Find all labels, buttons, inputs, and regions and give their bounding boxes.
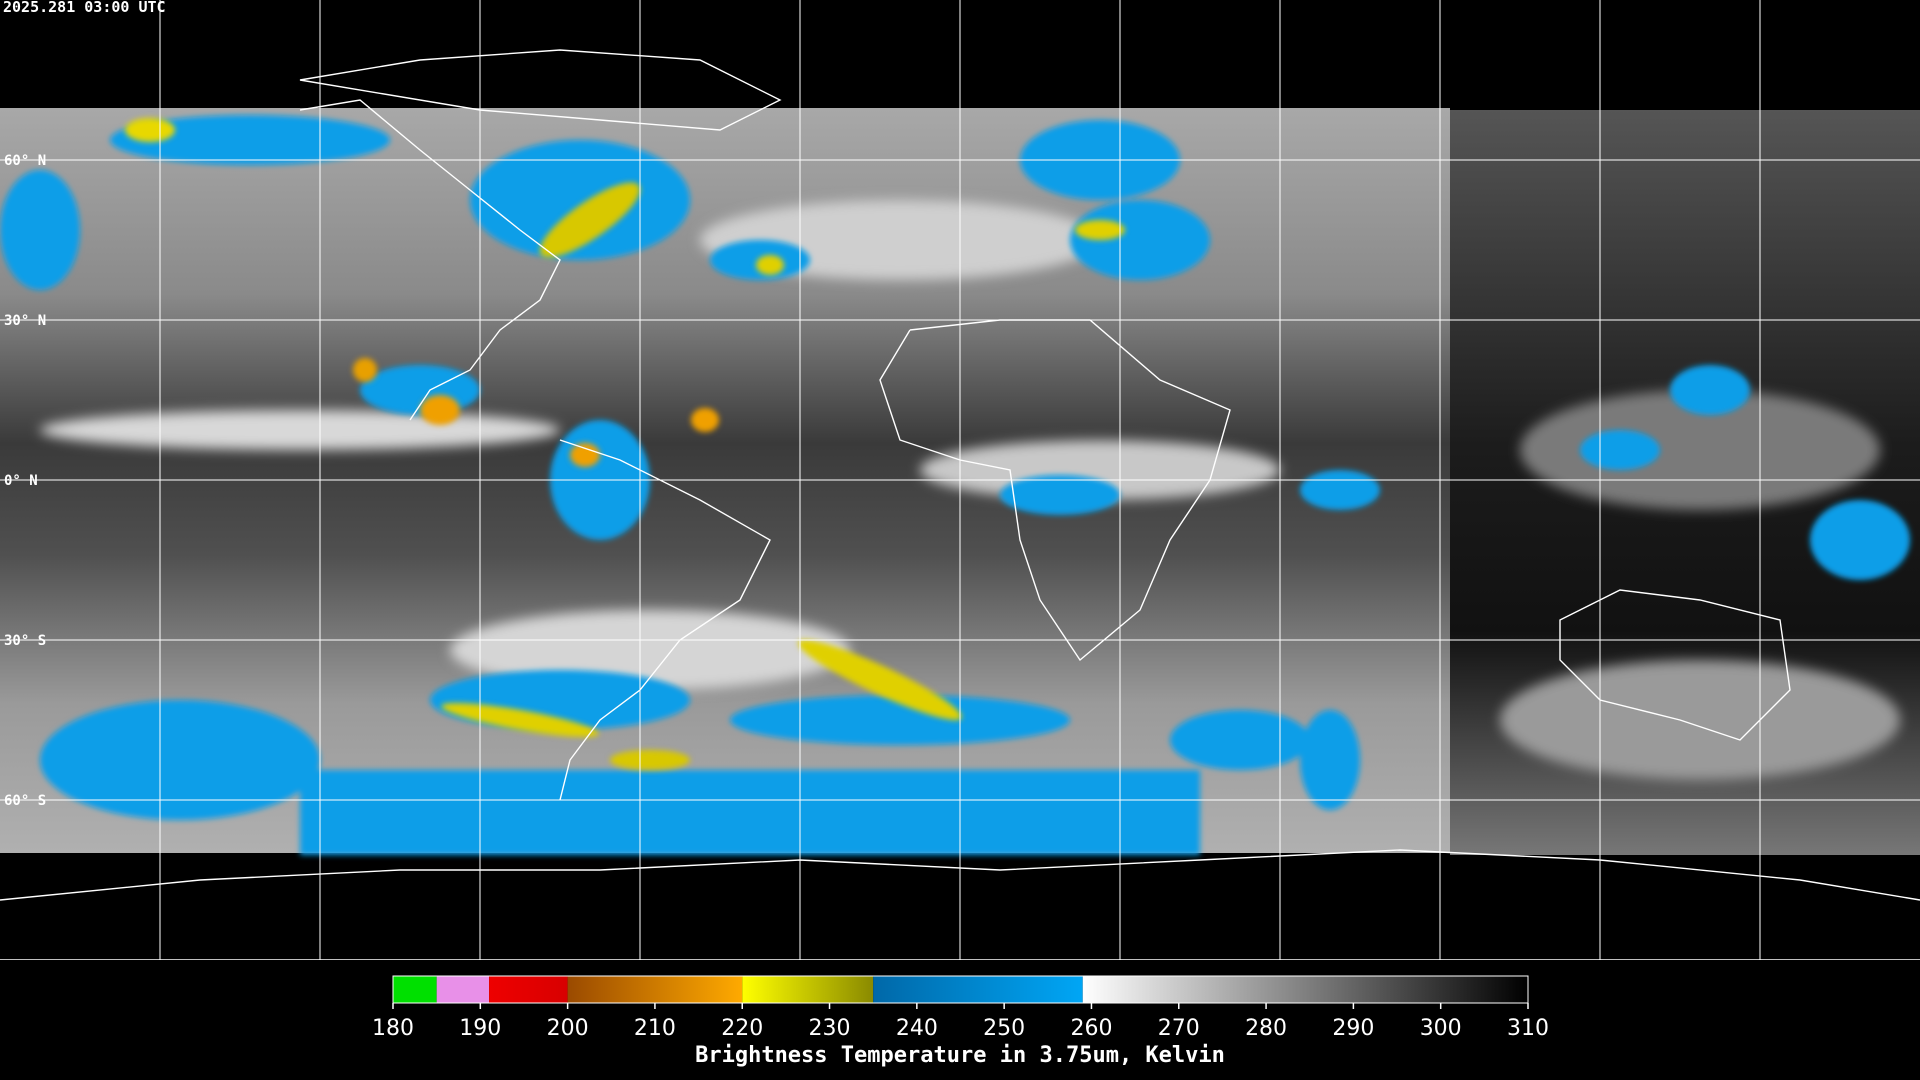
colorbar-frame: [392, 975, 1529, 1004]
colorbar-tick-label: 290: [1332, 1016, 1374, 1041]
colorbar-tick-label: 300: [1420, 1016, 1462, 1041]
colorbar-segment: [1082, 976, 1528, 1003]
colorbar-segment: [873, 976, 1083, 1003]
latitude-labels: 60° N 30° N 0° N 30° S 60° S: [4, 153, 46, 809]
colorbar: 180 190 200 210 220 230 240 250 260 270 280 290 300 3…: [372, 975, 1549, 1041]
colorbar-tick-label: 180: [372, 1016, 414, 1041]
colorbar-tick-label: 240: [896, 1016, 938, 1041]
very-cold-clouds: [125, 118, 1125, 770]
colorbar-tick-label: 230: [809, 1016, 851, 1041]
colorbar-tick-label: 190: [459, 1016, 501, 1041]
coastlines: [0, 49, 1920, 901]
latitude-label: 30° N: [4, 313, 46, 329]
latitude-label: 60° S: [4, 793, 46, 809]
colorbar-tick-label: 200: [547, 1016, 589, 1041]
colorbar-segment: [489, 976, 568, 1003]
colorbar-label: Brightness Temperature in 3.75um, Kelvin: [695, 1043, 1225, 1068]
colorbar-tick-label: 310: [1507, 1016, 1549, 1041]
colorbar-tick-label: 270: [1158, 1016, 1200, 1041]
colorbar-tick-label: 260: [1070, 1016, 1112, 1041]
colorbar-segment: [436, 976, 490, 1003]
colorbar-segment: [567, 976, 743, 1003]
latitude-label: 30° S: [4, 633, 46, 649]
colorbar-tick-label: 220: [721, 1016, 763, 1041]
latitude-label: 0° N: [4, 473, 38, 489]
colorbar-segment: [393, 976, 437, 1003]
colorbar-tick-label: 280: [1245, 1016, 1287, 1041]
colorbar-tick-label: 210: [634, 1016, 676, 1041]
timestamp: 2025.281 03:00 UTC: [3, 0, 166, 16]
latitude-label: 60° N: [4, 153, 46, 169]
colorbar-segment: [742, 976, 874, 1003]
colorbar-tick-label: 250: [983, 1016, 1025, 1041]
